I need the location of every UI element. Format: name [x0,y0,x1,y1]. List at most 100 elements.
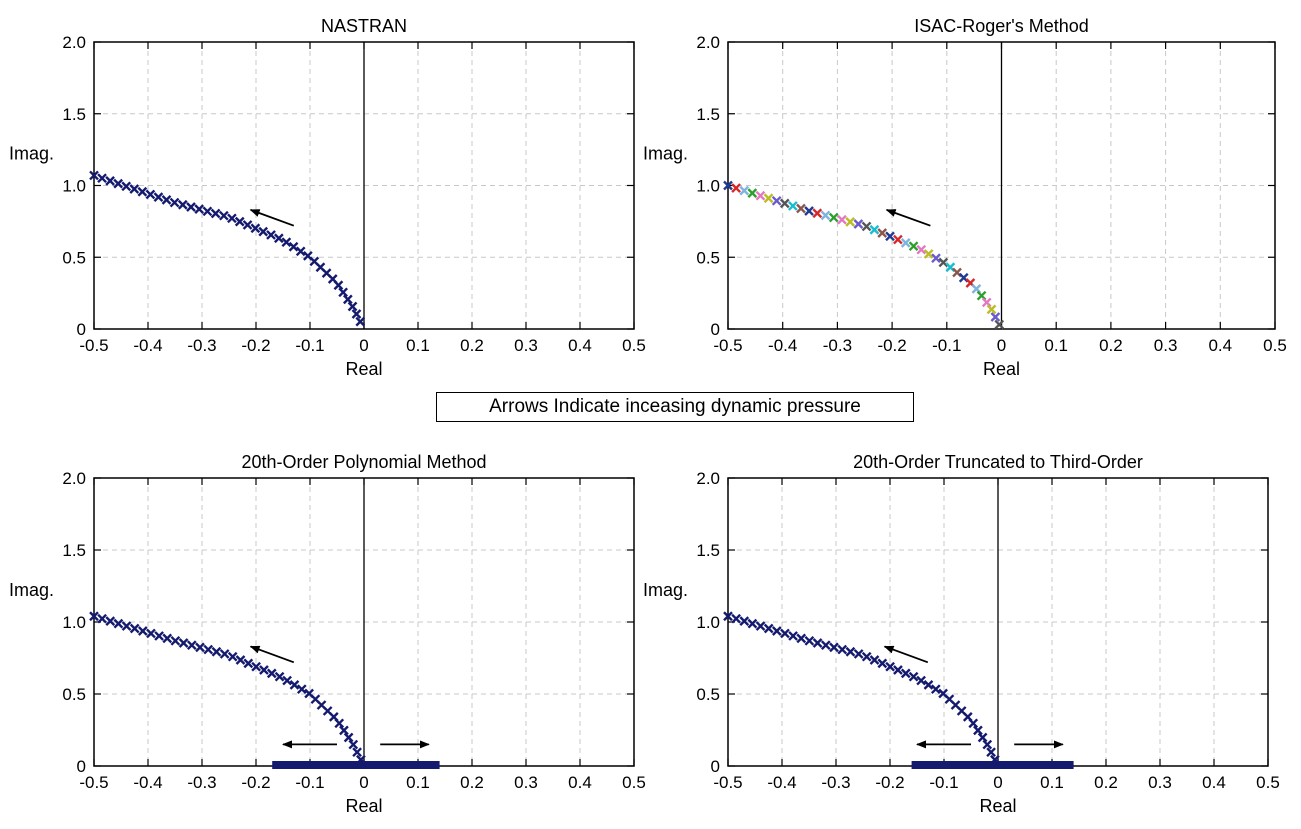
marker-stroke [923,680,934,690]
marker-stroke [338,287,348,298]
data-point-marker [281,237,292,248]
marker-stroke [930,684,941,695]
marker-stroke [342,294,353,305]
marker-stroke [154,631,164,641]
data-point-marker [973,725,983,736]
data-point-marker [853,649,864,659]
x-tick-label: -0.4 [133,773,162,792]
x-tick-label: -0.3 [187,336,216,355]
data-point-marker [900,668,911,679]
data-point-marker [186,202,196,212]
data-point-marker [170,635,181,646]
data-point-marker [837,644,848,655]
marker-stroke [908,671,919,682]
marker-stroke [837,214,847,225]
data-point-marker [893,234,903,245]
marker-stroke [861,651,872,662]
x-tick-label: -0.5 [79,336,108,355]
marker-stroke [227,213,237,224]
marker-stroke [812,638,823,648]
marker-stroke [950,700,961,710]
marker-stroke [804,635,815,646]
x-tick-label: 0.5 [1256,773,1280,792]
x-tick-label: -0.5 [713,336,742,355]
data-point-marker [829,642,839,653]
marker-stroke [796,633,807,644]
x-tick-label: 0 [359,336,368,355]
data-point-marker [105,616,116,627]
marker-stroke [169,197,180,208]
marker-stroke [146,628,156,639]
marker-stroke [137,626,148,636]
marker-stroke [739,185,750,196]
x-tick-label: -0.1 [932,336,961,355]
data-point-marker [990,312,1001,322]
marker-stroke [153,192,164,202]
marker-stroke [968,718,979,729]
marker-stroke [316,700,327,710]
marker-stroke [771,626,782,636]
data-point-marker [89,170,99,181]
x-tick-label: -0.4 [767,773,796,792]
marker-stroke [986,747,996,758]
marker-stroke [195,642,205,653]
data-point-marker [266,230,276,240]
chart-title: 20th-Order Truncated to Third-Order [853,452,1143,472]
data-point-marker [161,195,172,205]
marker-stroke [282,675,292,686]
marker-stroke [105,176,115,186]
data-point-marker [153,192,164,202]
caption-box: Arrows Indicate inceasing dynamic pressu… [436,392,914,422]
marker-stroke [977,732,988,743]
data-point-marker [893,665,903,675]
data-point-marker [273,233,284,244]
marker-stroke [303,251,313,261]
chart-panel-2: -0.5 -0.4 -0.3 -0.2 -0.1 0 0.1 0.2 0.3 0.4 0.5 0 0.5… [643,16,1287,379]
data-point-marker [203,644,214,655]
marker-stroke [982,739,993,750]
marker-stroke [981,297,992,308]
x-tick-label: -0.5 [713,773,742,792]
x-axis-label: Real [983,359,1020,379]
data-point-marker [916,675,926,686]
x-axis-label: Real [345,359,382,379]
x-tick-label: 0.1 [406,336,430,355]
marker-stroke [893,665,903,675]
x-tick-label: -0.1 [295,336,324,355]
marker-stroke [976,290,987,301]
x-tick-label: 0.4 [1208,336,1232,355]
marker-stroke [788,631,798,641]
x-tick-label: 0.5 [1263,336,1287,355]
data-point-marker [129,623,140,634]
x-tick-label: 0.3 [1154,336,1178,355]
marker-stroke [203,644,214,655]
marker-stroke [97,613,107,624]
marker-stroke [869,655,880,665]
data-point-marker [877,228,888,238]
y-tick-label: 1.0 [696,177,720,196]
marker-stroke [170,635,181,646]
data-point-marker [804,206,814,216]
x-tick-label: -0.4 [133,336,162,355]
x-tick-label: 0.2 [460,773,484,792]
y-tick-label: 2.0 [696,469,720,488]
x-tick-label: -0.3 [821,773,850,792]
marker-stroke [965,278,976,288]
data-point-marker [837,214,847,225]
data-point-marker [288,241,299,252]
data-point-marker [990,754,1000,765]
marker-stroke [194,204,205,214]
marker-stroke [763,193,774,204]
marker-stroke [916,244,927,255]
marker-stroke [853,649,864,659]
marker-stroke [763,623,774,634]
marker-stroke [266,668,277,679]
marker-stroke [177,199,188,210]
data-point-marker [900,238,911,248]
marker-stroke [334,718,345,729]
marker-stroke [348,739,359,750]
data-point-marker [97,173,107,184]
data-point-marker [923,680,934,690]
chart-title: 20th-Order Polynomial Method [241,452,486,472]
x-tick-label: -0.2 [241,336,270,355]
